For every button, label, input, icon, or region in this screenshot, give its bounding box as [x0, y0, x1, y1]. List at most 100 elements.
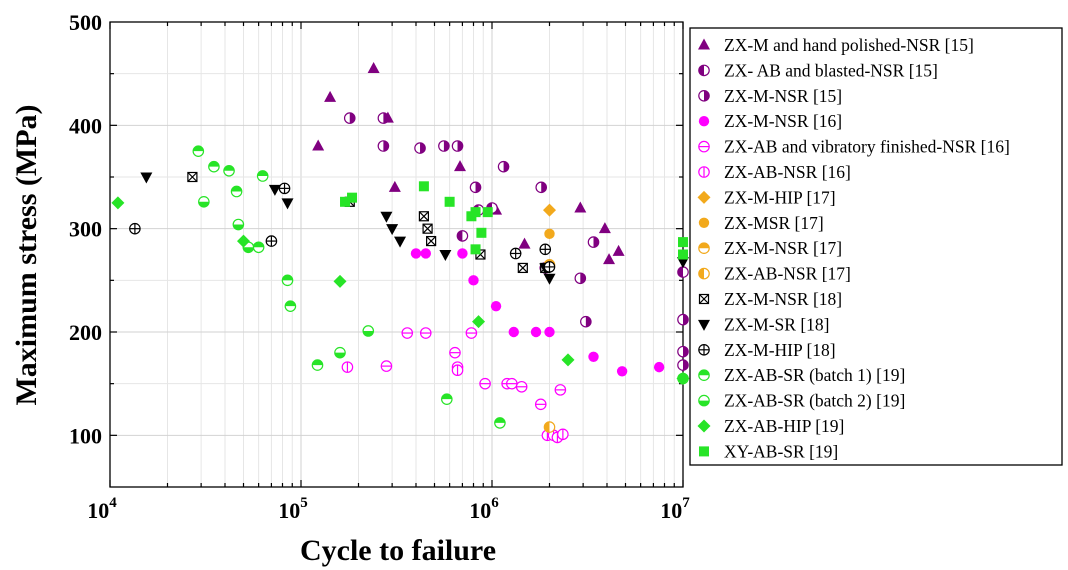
data-point — [517, 262, 528, 274]
legend-item: ZX-AB and vibratory finished-NSR [16] — [698, 137, 1010, 157]
legend-label: ZX-M-HIP [18] — [724, 340, 836, 360]
legend-marker — [699, 446, 709, 457]
y-tick-labels: 100 200 300 400 500 — [69, 10, 102, 448]
legend-label: ZX- AB and blasted-NSR [15] — [724, 60, 938, 80]
data-point — [616, 366, 628, 377]
plot-frame — [109, 21, 684, 488]
legend-marker — [698, 394, 710, 407]
legend-label: ZX-AB-NSR [16] — [724, 162, 851, 182]
data-point — [603, 253, 616, 265]
data-point — [418, 181, 429, 192]
legend-label: ZX-M-SR [18] — [724, 314, 829, 334]
legend-item: ZX- AB and blasted-NSR [15] — [698, 60, 938, 80]
legend-marker — [698, 242, 710, 254]
data-point — [343, 112, 356, 124]
data-point — [198, 196, 210, 208]
data-point — [677, 345, 689, 358]
data-point — [465, 327, 478, 339]
data-point — [129, 222, 141, 235]
data-point — [554, 384, 567, 396]
data-point — [312, 139, 325, 151]
legend-label: ZX-M-NSR [16] — [724, 111, 842, 131]
legend-label: ZX-M-NSR [17] — [724, 238, 842, 258]
data-point — [561, 353, 575, 367]
data-point — [509, 247, 522, 260]
data-point — [140, 172, 153, 184]
data-point — [677, 266, 689, 278]
data-point — [677, 359, 689, 371]
data-point — [414, 142, 426, 154]
data-point — [324, 90, 337, 102]
y-tick-label: 500 — [69, 10, 102, 35]
data-point — [497, 160, 510, 173]
legend-item: ZX-AB-SR (batch 2) [19] — [698, 391, 905, 411]
x-tick-label: 107 — [660, 495, 690, 523]
data-point — [653, 361, 665, 373]
legend-marker — [698, 38, 710, 50]
data-point — [284, 300, 297, 312]
x-tick-label: 106 — [469, 495, 499, 523]
data-point — [438, 140, 450, 152]
data-point — [469, 181, 482, 194]
legend-item: ZX-M-NSR [17] — [698, 238, 842, 258]
data-point — [386, 224, 399, 236]
data-point — [479, 377, 491, 390]
legend-label: XY-AB-SR [19] — [724, 441, 838, 461]
data-point — [494, 417, 506, 429]
data-point — [451, 364, 464, 377]
data-point — [380, 211, 393, 223]
data-point — [377, 112, 390, 124]
data-point — [472, 315, 486, 329]
data-point — [230, 185, 243, 198]
data-point — [539, 243, 552, 256]
legend-item: ZX-AB-SR (batch 1) [19] — [698, 365, 905, 385]
data-point — [422, 223, 433, 234]
legend-marker — [697, 190, 711, 204]
legend-label: ZX-AB-SR (batch 2) [19] — [724, 391, 905, 411]
data-point — [677, 257, 689, 269]
legend-marker — [698, 343, 710, 356]
data-point — [476, 227, 487, 238]
data-point — [542, 203, 556, 217]
data-point — [192, 145, 205, 157]
legend-label: ZX-M-HIP [17] — [724, 187, 836, 207]
data-point — [311, 359, 324, 371]
data-point — [334, 346, 346, 359]
data-point — [256, 170, 269, 182]
legend-label: ZX-M-NSR [15] — [724, 86, 842, 106]
data-point — [362, 325, 375, 337]
legend-item: ZX-M-HIP [17] — [697, 187, 836, 207]
data-point — [676, 372, 690, 385]
legend-marker — [698, 369, 710, 381]
data-point — [451, 140, 464, 152]
data-point — [401, 327, 414, 339]
data-point — [543, 273, 556, 285]
data-point — [333, 274, 347, 288]
data-point — [535, 181, 548, 194]
legend-item: ZX-M-NSR [16] — [698, 111, 842, 131]
data-point — [544, 228, 555, 240]
y-tick-label: 400 — [69, 113, 102, 138]
data-point — [281, 274, 294, 287]
legend-marker — [698, 90, 710, 102]
data-points — [111, 62, 690, 444]
data-point — [252, 241, 265, 254]
data-point — [468, 275, 479, 286]
data-point — [678, 237, 688, 248]
data-point — [508, 326, 519, 338]
legend-marker — [697, 419, 711, 433]
data-point — [380, 360, 393, 372]
data-point — [454, 160, 467, 172]
legend-label: ZX-AB-NSR [17] — [724, 264, 851, 284]
legend-label: ZX-AB-SR (batch 1) [19] — [724, 365, 905, 385]
legend-marker — [698, 319, 710, 331]
data-point — [340, 196, 351, 207]
data-point — [580, 315, 592, 328]
legend-item: ZX-AB-NSR [17] — [698, 264, 851, 284]
data-point — [598, 222, 611, 234]
data-point — [278, 182, 291, 195]
legend-item: XY-AB-SR [19] — [699, 441, 838, 461]
y-tick-label: 100 — [69, 423, 102, 448]
data-point — [341, 361, 354, 373]
